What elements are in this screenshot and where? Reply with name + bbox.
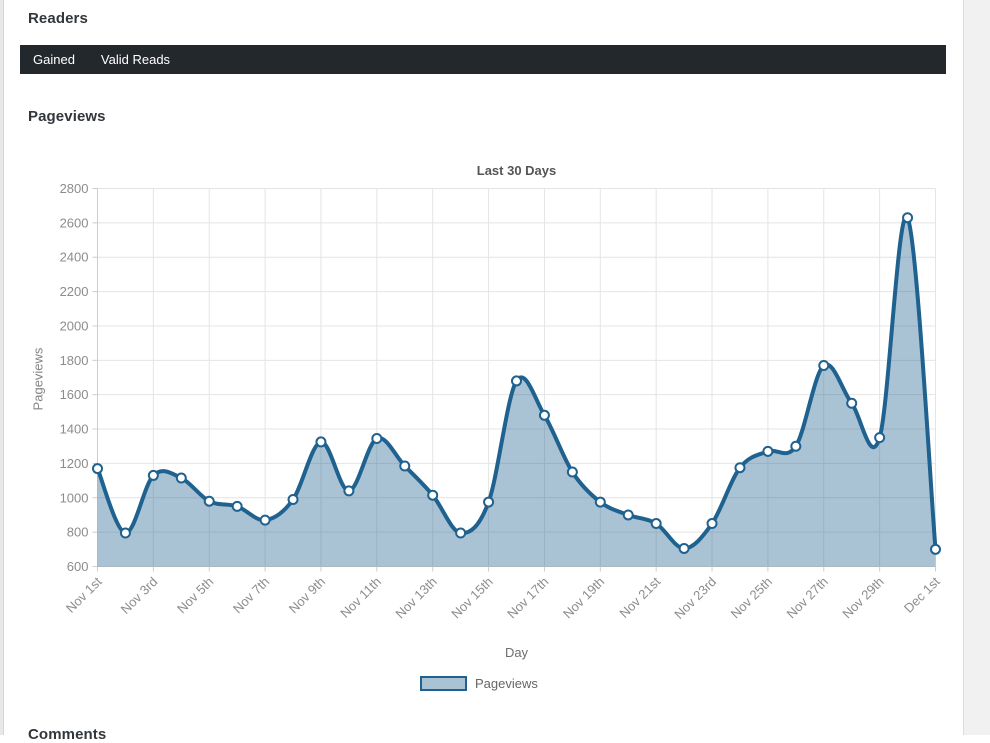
svg-text:Nov 25th: Nov 25th	[728, 574, 775, 621]
svg-text:2200: 2200	[60, 284, 89, 299]
svg-text:Nov 1st: Nov 1st	[63, 574, 105, 616]
svg-text:2600: 2600	[60, 215, 89, 230]
svg-text:Nov 19th: Nov 19th	[560, 574, 607, 621]
page-right-margin	[963, 0, 990, 735]
page-left-edge	[0, 0, 4, 735]
pageviews-chart: Last 30 Days Pageviews 600 800 1000 1200 140…	[0, 150, 963, 735]
svg-text:1400: 1400	[60, 422, 89, 437]
svg-text:2400: 2400	[60, 250, 89, 265]
legend-swatch	[420, 676, 467, 691]
svg-text:Nov 23rd: Nov 23rd	[671, 574, 719, 622]
tab-valid-reads[interactable]: Valid Reads	[100, 52, 171, 67]
svg-text:Nov 11th: Nov 11th	[337, 574, 384, 621]
svg-text:2000: 2000	[60, 318, 89, 333]
svg-text:Nov 17th: Nov 17th	[504, 574, 551, 621]
svg-text:Dec 1st: Dec 1st	[901, 574, 943, 616]
svg-text:600: 600	[67, 559, 89, 574]
svg-text:Nov 27th: Nov 27th	[783, 574, 830, 621]
svg-text:Nov 21st: Nov 21st	[616, 574, 663, 621]
tab-gained[interactable]: Gained	[33, 52, 75, 67]
svg-text:1800: 1800	[60, 353, 89, 368]
svg-text:800: 800	[67, 525, 89, 540]
svg-text:1000: 1000	[60, 490, 89, 505]
svg-text:1200: 1200	[60, 456, 89, 471]
svg-text:Nov 5th: Nov 5th	[174, 574, 216, 616]
svg-text:1600: 1600	[60, 387, 89, 402]
svg-text:Nov 13th: Nov 13th	[392, 574, 439, 621]
readers-tab-bar: Gained Valid Reads	[20, 45, 946, 74]
readers-section-heading: Readers	[28, 10, 88, 27]
pageviews-area-chart: 600 800 1000 1200 1400 1600 1800 2000 2200 2400 26…	[60, 181, 943, 622]
legend-label: Pageviews	[475, 676, 538, 691]
svg-text:Nov 9th: Nov 9th	[286, 574, 328, 616]
svg-text:Nov 3rd: Nov 3rd	[118, 574, 161, 617]
svg-text:2800: 2800	[60, 181, 89, 196]
svg-text:Nov 29th: Nov 29th	[839, 574, 886, 621]
svg-text:Nov 15th: Nov 15th	[448, 574, 495, 621]
chart-legend: Pageviews	[420, 676, 538, 691]
svg-text:Nov 7th: Nov 7th	[230, 574, 272, 616]
x-axis-title: Day	[504, 645, 529, 660]
pageviews-section-heading: Pageviews	[28, 108, 106, 125]
chart-title: Last 30 Days	[476, 163, 557, 178]
